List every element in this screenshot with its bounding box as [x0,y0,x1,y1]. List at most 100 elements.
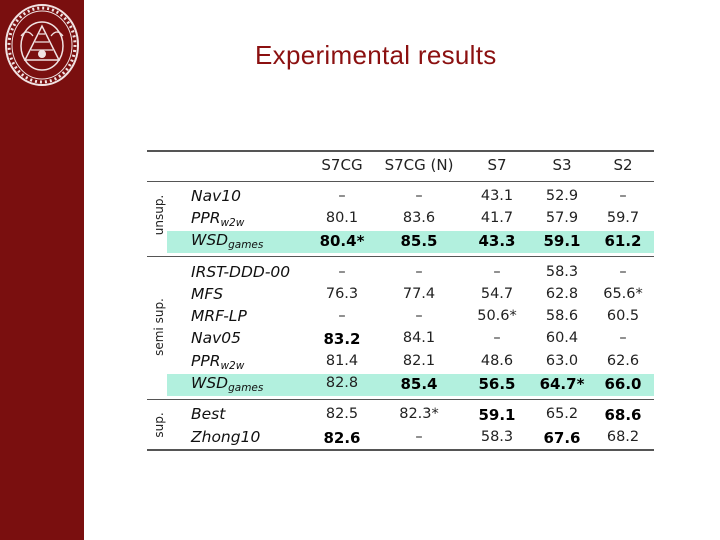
table-cell: – [415,429,423,445]
column-header: S2 [613,156,633,174]
table-cell: 82.5 [325,406,359,422]
table-cell: 63.0 [545,353,579,369]
method-name: PPRw2w [191,352,244,372]
table-cell: 56.5 [478,375,516,393]
method-name-text: WSD [191,374,229,392]
university-seal-icon [5,4,79,86]
method-subscript: w2w [220,360,245,372]
method-name: Zhong10 [191,428,260,446]
method-name-text: Nav05 [191,329,241,347]
table-cell: 58.6 [545,308,579,324]
table-cell: – [619,188,627,204]
table-cell: 60.4 [545,330,579,346]
table-cell: 83.2 [323,330,361,348]
table-cell: – [415,308,423,324]
table-cell: 64.7* [539,375,585,393]
table-cell: 58.3 [480,429,514,445]
table-cell: – [619,264,627,280]
method-name-text: PPR [191,352,221,370]
results-table: unsup. semi sup. sup. S7CG S7CG (N) S7 S… [147,148,654,452]
table-cell: – [338,188,346,204]
header-rule [147,181,654,182]
table-cell: 76.3 [325,286,359,302]
table-cell: 82.8 [325,375,359,391]
sidebar-band [0,0,84,540]
table-cell: 62.6 [606,353,640,369]
table-cell: 82.6 [323,429,361,447]
method-name-text: MFS [191,285,224,303]
method-name-text: IRST-DDD-00 [191,263,291,281]
method-name: Nav10 [191,187,241,205]
group-label-sup: sup. [152,412,166,438]
table-cell: – [338,308,346,324]
table-cell: 60.5 [606,308,640,324]
table-cell: 80.4* [319,232,365,250]
method-name: IRST-DDD-00 [191,263,290,281]
table-cell: – [338,264,346,280]
table-cell: 54.7 [480,286,514,302]
table-cell: 77.4 [402,286,436,302]
table-cell: 52.9 [545,188,579,204]
slide-title: Experimental results [255,40,497,70]
table-cell: 67.6 [543,429,581,447]
table-cell: 62.8 [545,286,579,302]
table-cell: 59.7 [606,210,640,226]
method-name: Best [191,405,225,423]
table-cell: – [493,330,501,346]
method-name-text: MRF-LP [191,307,247,325]
table-cell: 82.1 [402,353,436,369]
bottom-rule [147,449,654,451]
table-cell: 65.6* [603,286,643,302]
method-name: Nav05 [191,329,241,347]
method-subscript: games [228,382,264,394]
top-rule [147,150,654,152]
table-cell: 85.5 [400,232,438,250]
method-name: PPRw2w [191,209,244,229]
column-header: S7CG [321,156,363,174]
method-subscript: games [228,239,264,251]
table-cell: 57.9 [545,210,579,226]
table-cell: 48.6 [480,353,514,369]
highlight-row-band [167,231,654,253]
method-name: WSDgames [191,231,263,251]
table-cell: 65.2 [545,406,579,422]
highlight-row-band [167,374,654,396]
table-cell: 84.1 [402,330,436,346]
table-cell: 41.7 [480,210,514,226]
column-header: S7CG (N) [384,156,454,174]
method-name: WSDgames [191,374,263,394]
table-cell: 82.3* [399,406,439,422]
table-cell: – [415,264,423,280]
table-cell: 59.1 [543,232,581,250]
table-cell: – [619,330,627,346]
column-header: S3 [552,156,572,174]
table-cell: 83.6 [402,210,436,226]
table-cell: 68.6 [604,406,642,424]
group-label-semi-sup: semi sup. [152,298,166,356]
method-name-text: Best [191,405,226,423]
group-rule [147,256,654,257]
method-name-text: PPR [191,209,221,227]
table-cell: 43.3 [478,232,516,250]
group-rule [147,399,654,400]
table-cell: 61.2 [604,232,642,250]
table-cell: 43.1 [480,188,514,204]
method-name-text: WSD [191,231,229,249]
table-cell: 66.0 [604,375,642,393]
table-cell: 68.2 [606,429,640,445]
table-cell: 59.1 [478,406,516,424]
table-cell: – [493,264,501,280]
table-cell: 85.4 [400,375,438,393]
method-name-text: Zhong10 [191,428,261,446]
table-cell: 80.1 [325,210,359,226]
method-name: MRF-LP [191,307,247,325]
table-cell: – [415,188,423,204]
group-label-unsup: unsup. [152,194,166,236]
method-name: MFS [191,285,223,303]
table-cell: 50.6* [477,308,517,324]
method-subscript: w2w [220,217,245,229]
table-cell: 58.3 [545,264,579,280]
table-cell: 81.4 [325,353,359,369]
column-header: S7 [487,156,507,174]
method-name-text: Nav10 [191,187,241,205]
